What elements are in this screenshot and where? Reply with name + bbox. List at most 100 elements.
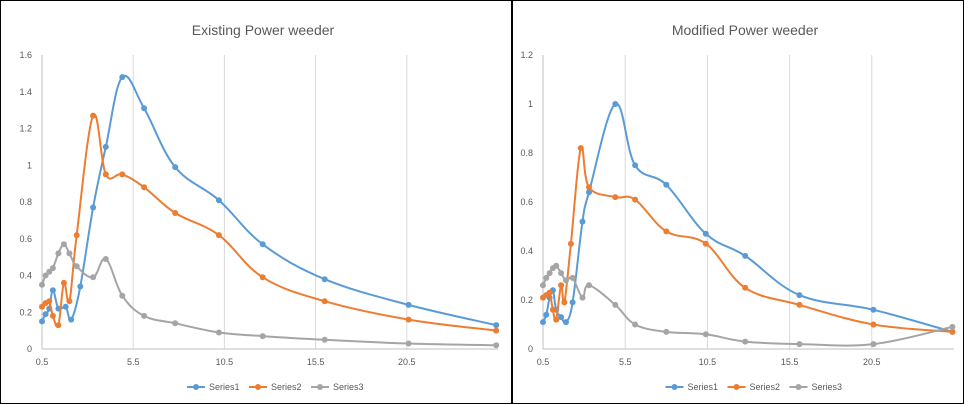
x-tick-label: 0.5 xyxy=(537,357,550,367)
y-tick-label: 1 xyxy=(528,99,533,109)
legend: Series1 Series2 Series3 xyxy=(187,382,364,392)
data-point xyxy=(119,171,126,178)
data-point xyxy=(39,281,45,288)
data-point xyxy=(321,336,328,343)
y-tick-label: 1 xyxy=(27,160,32,170)
y-tick-label: 1.4 xyxy=(19,87,32,97)
data-point xyxy=(563,319,569,326)
data-point xyxy=(66,250,73,257)
data-point xyxy=(405,316,412,323)
data-point xyxy=(55,250,62,257)
data-point xyxy=(90,274,97,281)
data-point xyxy=(569,299,576,306)
data-point xyxy=(77,283,84,290)
data-point xyxy=(90,112,97,119)
data-point xyxy=(49,287,56,294)
data-point xyxy=(493,342,500,349)
data-point xyxy=(215,232,222,239)
x-tick-label: 20.5 xyxy=(863,357,881,367)
x-tick-label: 20.5 xyxy=(398,357,416,367)
x-tick-label: 10.5 xyxy=(699,357,717,367)
data-point xyxy=(558,314,565,321)
data-point xyxy=(259,241,266,248)
chart-title: Existing Power weeder xyxy=(192,22,335,38)
legend-marker xyxy=(255,384,261,390)
legend-item: Series3 xyxy=(311,382,364,392)
data-point xyxy=(42,272,49,279)
series-line xyxy=(542,264,953,347)
axes: 0.5 5.5 10.5 15.5 20.5 0 0.2 0.4 0.6 0.8 1 1.2 1.4 1.… xyxy=(19,50,498,367)
x-tick-label: 5.5 xyxy=(127,357,140,367)
data-point xyxy=(796,301,803,308)
data-point xyxy=(663,181,670,188)
data-point xyxy=(405,301,412,308)
data-point xyxy=(102,171,109,178)
data-point xyxy=(60,279,67,286)
data-point xyxy=(42,311,49,318)
data-point xyxy=(405,340,412,347)
data-point xyxy=(215,197,222,204)
y-tick-label: 0.6 xyxy=(19,234,32,244)
chart-panel-existing: Existing Power weeder 0.5 5.5 10.5 15.5 20.5… xyxy=(0,0,512,404)
data-point xyxy=(141,184,148,191)
data-point xyxy=(141,105,148,112)
data-point xyxy=(632,162,639,169)
y-tick-label: 0.4 xyxy=(520,246,533,256)
data-point xyxy=(215,329,222,336)
legend-item: Series1 xyxy=(665,382,718,392)
data-point xyxy=(702,240,709,247)
data-point xyxy=(796,292,803,299)
data-point xyxy=(141,312,148,319)
y-tick-label: 0 xyxy=(27,344,32,354)
data-point xyxy=(742,338,749,345)
data-point xyxy=(577,145,584,152)
data-point xyxy=(612,101,619,107)
data-point xyxy=(73,232,80,239)
x-tick-label: 15.5 xyxy=(307,357,325,367)
data-point xyxy=(49,312,56,319)
legend-label: Series2 xyxy=(271,382,302,392)
data-point xyxy=(543,311,550,318)
legend-label: Series1 xyxy=(209,382,240,392)
legend: Series1 Series2 Series3 xyxy=(665,382,842,392)
data-point xyxy=(102,143,109,150)
series-group xyxy=(540,101,956,348)
data-point xyxy=(742,284,749,291)
data-point xyxy=(586,189,592,196)
y-tick-label: 1.6 xyxy=(19,50,32,60)
axes: 0.5 5.5 10.5 15.5 20.5 0 0.2 0.4 0.6 0.8 1 1.2 xyxy=(520,50,954,367)
data-point xyxy=(102,256,109,262)
legend-marker xyxy=(671,384,678,390)
data-point xyxy=(55,322,62,329)
data-point xyxy=(579,218,586,225)
legend-marker xyxy=(317,384,323,390)
x-tick-label: 15.5 xyxy=(781,357,799,367)
data-point xyxy=(702,331,709,338)
y-tick-label: 1.2 xyxy=(19,124,32,134)
data-point xyxy=(870,321,877,328)
series-group xyxy=(39,74,500,349)
legend-label: Series3 xyxy=(333,382,364,392)
legend-marker xyxy=(193,384,199,390)
data-point xyxy=(68,316,75,323)
data-point xyxy=(493,322,500,329)
data-point xyxy=(90,204,97,211)
y-tick-label: 0.8 xyxy=(520,148,533,158)
y-tick-label: 0.2 xyxy=(19,307,32,317)
data-point xyxy=(39,318,45,325)
legend-item: Series3 xyxy=(789,382,842,392)
data-point xyxy=(172,320,179,327)
data-point xyxy=(569,274,576,281)
x-tick-label: 10.5 xyxy=(216,357,234,367)
y-tick-label: 0.8 xyxy=(19,197,32,207)
data-point xyxy=(586,282,592,289)
data-point xyxy=(561,299,568,306)
data-point xyxy=(321,298,328,305)
legend-label: Series2 xyxy=(750,382,781,392)
data-point xyxy=(543,274,550,281)
legend-item: Series2 xyxy=(249,382,302,392)
chart-title: Modified Power weeder xyxy=(672,22,819,38)
series-line xyxy=(41,113,497,332)
series-line xyxy=(41,243,497,347)
data-point xyxy=(119,74,126,81)
